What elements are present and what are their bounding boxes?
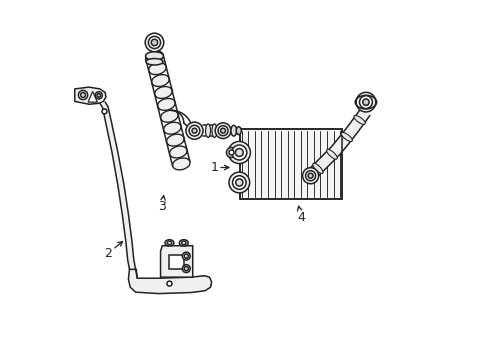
Ellipse shape bbox=[228, 172, 249, 193]
Ellipse shape bbox=[232, 176, 245, 189]
Ellipse shape bbox=[166, 134, 183, 146]
Ellipse shape bbox=[230, 125, 236, 136]
Ellipse shape bbox=[205, 124, 210, 138]
Ellipse shape bbox=[145, 51, 163, 63]
Ellipse shape bbox=[172, 158, 190, 170]
Text: 4: 4 bbox=[297, 206, 305, 224]
Ellipse shape bbox=[192, 128, 197, 133]
Ellipse shape bbox=[218, 126, 227, 136]
Ellipse shape bbox=[78, 90, 87, 100]
Bar bbox=[240, 129, 341, 199]
Text: 1: 1 bbox=[210, 161, 228, 174]
Ellipse shape bbox=[189, 125, 200, 136]
Ellipse shape bbox=[228, 141, 250, 163]
Ellipse shape bbox=[341, 132, 352, 141]
Ellipse shape bbox=[185, 122, 203, 139]
Ellipse shape bbox=[326, 149, 337, 159]
Ellipse shape bbox=[220, 128, 225, 133]
Ellipse shape bbox=[215, 123, 230, 139]
Ellipse shape bbox=[179, 240, 188, 246]
Ellipse shape bbox=[160, 111, 178, 122]
Ellipse shape bbox=[181, 241, 185, 245]
Ellipse shape bbox=[353, 116, 365, 125]
Ellipse shape bbox=[81, 93, 85, 98]
Polygon shape bbox=[75, 87, 106, 104]
Ellipse shape bbox=[305, 171, 315, 181]
Ellipse shape bbox=[182, 265, 190, 273]
Bar bbox=[169, 255, 183, 269]
Ellipse shape bbox=[163, 122, 181, 134]
Ellipse shape bbox=[166, 281, 172, 286]
Ellipse shape bbox=[236, 127, 241, 135]
Polygon shape bbox=[100, 102, 135, 269]
Ellipse shape bbox=[235, 179, 243, 186]
Ellipse shape bbox=[226, 148, 236, 157]
Ellipse shape bbox=[164, 240, 174, 246]
Ellipse shape bbox=[148, 63, 166, 75]
Ellipse shape bbox=[148, 36, 160, 49]
Ellipse shape bbox=[359, 96, 372, 109]
Ellipse shape bbox=[102, 109, 107, 114]
Ellipse shape bbox=[145, 59, 163, 65]
Ellipse shape bbox=[228, 150, 233, 155]
Ellipse shape bbox=[184, 254, 188, 258]
Ellipse shape bbox=[218, 124, 223, 138]
Polygon shape bbox=[88, 91, 97, 102]
Ellipse shape bbox=[182, 252, 190, 260]
Ellipse shape bbox=[151, 39, 157, 46]
Ellipse shape bbox=[312, 163, 323, 174]
Ellipse shape bbox=[145, 33, 163, 52]
Ellipse shape bbox=[169, 146, 187, 158]
Ellipse shape bbox=[212, 124, 217, 138]
Ellipse shape bbox=[307, 173, 312, 178]
Ellipse shape bbox=[145, 52, 163, 60]
Ellipse shape bbox=[97, 94, 101, 97]
Ellipse shape bbox=[157, 98, 175, 111]
Ellipse shape bbox=[302, 168, 318, 184]
Ellipse shape bbox=[235, 149, 243, 157]
Ellipse shape bbox=[355, 92, 375, 112]
Ellipse shape bbox=[95, 92, 102, 99]
Text: 2: 2 bbox=[104, 242, 122, 260]
Polygon shape bbox=[128, 269, 211, 294]
Bar bbox=[240, 129, 341, 199]
Ellipse shape bbox=[154, 86, 172, 98]
Ellipse shape bbox=[231, 145, 246, 160]
Polygon shape bbox=[160, 246, 192, 277]
Text: 3: 3 bbox=[158, 195, 166, 213]
Polygon shape bbox=[307, 109, 369, 179]
Ellipse shape bbox=[167, 241, 171, 245]
Ellipse shape bbox=[151, 75, 169, 86]
Ellipse shape bbox=[184, 266, 188, 271]
Ellipse shape bbox=[362, 99, 368, 105]
